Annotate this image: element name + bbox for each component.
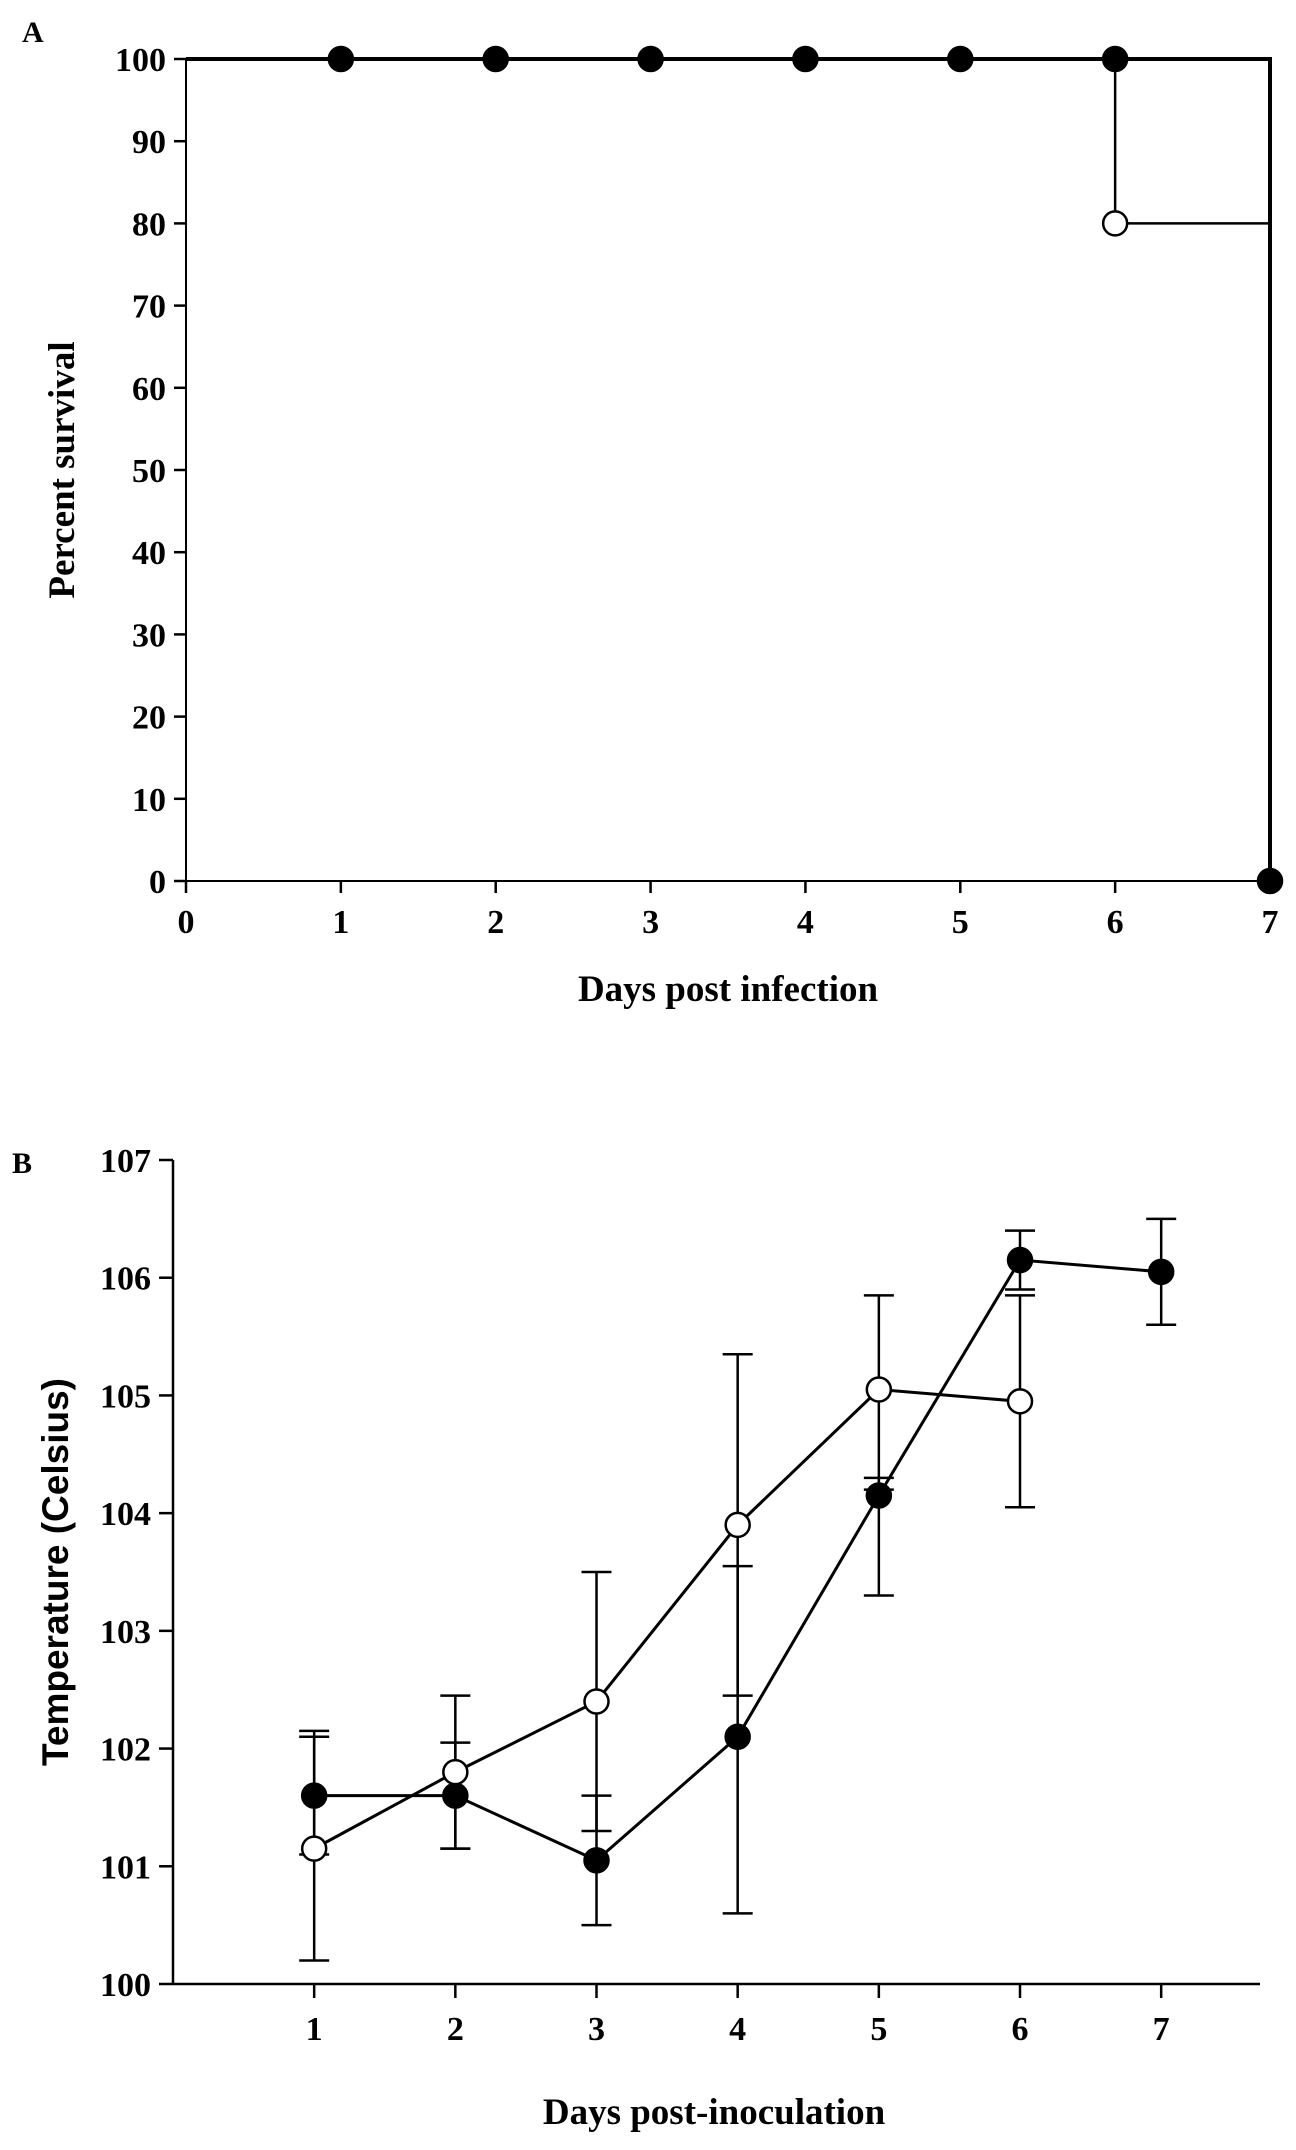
x-tick-label-a: 4 <box>797 904 814 941</box>
y-tick-label-b: 107 <box>100 1143 151 1180</box>
y-tick-label-a: 0 <box>149 864 166 901</box>
x-tick-label-b: 5 <box>870 2011 887 2048</box>
x-tick-label-b: 3 <box>588 2011 605 2048</box>
x-tick-label-b: 2 <box>447 2011 464 2048</box>
y-tick-label-a: 40 <box>132 535 166 572</box>
y-tick-label-b: 104 <box>100 1496 151 1533</box>
x-tick-label-b: 1 <box>306 2011 323 2048</box>
y-tick-label-a: 30 <box>132 617 166 654</box>
y-tick-label-a: 20 <box>132 700 166 737</box>
x-tick-label-a: 3 <box>642 904 659 941</box>
y-tick-label-a: 10 <box>132 782 166 819</box>
y-tick-label-b: 100 <box>100 1967 151 2004</box>
y-tick-label-a: 50 <box>132 453 166 490</box>
x-axis-label-b: Days post-inoculation <box>543 2092 886 2133</box>
data-point-open-b <box>300 1835 328 1862</box>
y-tick-label-a: 60 <box>132 371 166 408</box>
data-point-filled-a <box>327 45 355 73</box>
data-point-open-b <box>724 1511 751 1539</box>
data-point-filled-a <box>482 45 509 73</box>
x-tick-label-a: 1 <box>332 904 349 941</box>
x-tick-label-a: 5 <box>952 904 969 941</box>
y-tick-label-a: 80 <box>132 206 166 243</box>
x-axis-label-a: Days post infection <box>578 969 879 1010</box>
y-tick-label-b: 103 <box>100 1614 151 1651</box>
data-point-filled-a <box>637 45 664 73</box>
data-point-open-a <box>1101 210 1129 237</box>
data-point-open-b <box>1006 1388 1034 1415</box>
x-tick-label-a: 6 <box>1107 904 1124 941</box>
x-tick-label-a: 0 <box>178 904 195 941</box>
y-tick-label-a: 100 <box>115 42 166 79</box>
data-point-open-b <box>865 1376 893 1403</box>
data-point-open-b <box>583 1688 610 1715</box>
data-point-filled-a <box>1101 45 1129 73</box>
series-line-filled-a <box>186 57 1272 881</box>
y-tick-label-b: 106 <box>100 1261 151 1298</box>
data-point-filled-a <box>947 45 974 73</box>
x-tick-label-b: 7 <box>1153 2011 1170 2048</box>
y-tick-label-b: 101 <box>100 1849 151 1886</box>
y-tick-label-a: 90 <box>132 124 166 161</box>
data-point-filled-b <box>300 1782 328 1809</box>
y-axis-label-a: Percent survival <box>42 341 83 598</box>
panel-label-b: B <box>12 1147 32 1180</box>
x-tick-label-a: 2 <box>487 904 504 941</box>
series-line-open-b <box>313 1387 1021 1850</box>
series-line-open-a <box>186 57 1272 881</box>
temperature-chart: B 1 2 3 4 5 6 7 100 101 102 103 104 105 106 107 Days p… <box>12 1143 1260 2133</box>
data-point-filled-a <box>1256 867 1284 895</box>
y-tick-label-a: 70 <box>132 289 166 326</box>
x-tick-label-b: 4 <box>729 2011 746 2048</box>
plot-frame-a <box>185 58 1271 882</box>
y-tick-label-b: 102 <box>100 1732 151 1769</box>
x-tick-label-a: 7 <box>1262 904 1279 941</box>
data-point-filled-a <box>792 45 819 73</box>
data-point-filled-b <box>1147 1258 1175 1286</box>
data-point-open-b <box>442 1758 469 1786</box>
data-point-filled-b <box>724 1723 751 1751</box>
data-point-filled-b <box>442 1782 469 1809</box>
y-axis-label-b: Temperature (Celsius) <box>35 1378 76 1766</box>
data-point-filled-b <box>865 1482 893 1509</box>
panel-label-a: A <box>22 16 44 49</box>
x-tick-label-b: 6 <box>1012 2011 1029 2048</box>
data-point-filled-b <box>583 1847 610 1874</box>
data-point-filled-b <box>1006 1246 1034 1274</box>
y-tick-label-b: 105 <box>100 1378 151 1415</box>
